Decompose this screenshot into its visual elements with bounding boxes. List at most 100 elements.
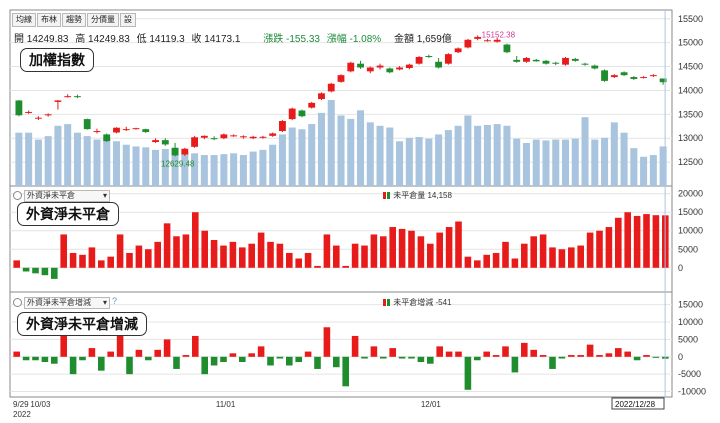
volume-bar (249, 151, 257, 186)
oi-bar (370, 234, 378, 268)
volume-bar (220, 154, 228, 186)
oi-bar (333, 245, 340, 268)
info-open: 開 14249.83 (14, 34, 69, 45)
gear-icon[interactable] (13, 298, 22, 307)
oi-bar (79, 356, 86, 361)
net-oi-indicator-select[interactable]: 外資淨未平倉 ▾ (24, 190, 110, 202)
oi-bar (596, 230, 603, 268)
volume-bar (44, 136, 52, 186)
volume-bar (552, 139, 560, 186)
oi-bar (51, 356, 58, 364)
candle-body (220, 134, 228, 139)
volume-bar (142, 147, 150, 186)
candle-body (74, 96, 81, 98)
oi-bar (248, 353, 255, 357)
x-year-label: 2022 (13, 410, 31, 419)
candle-body (132, 128, 140, 130)
oi-bar (239, 356, 246, 362)
candle-body (93, 131, 101, 133)
volume-bar (532, 139, 540, 186)
price-panel-title: 加權指數 (20, 48, 94, 72)
candle-body (366, 67, 374, 72)
volume-bar (474, 125, 482, 186)
oi-bar (107, 351, 114, 357)
candle-body (15, 100, 23, 116)
y-tick-label: 20000 (678, 189, 703, 199)
oi-bar (398, 356, 406, 359)
volume-bar (210, 155, 218, 186)
oi-bar (558, 356, 566, 359)
candle-body (171, 147, 179, 156)
candle-body (142, 129, 150, 133)
oi-bar (239, 247, 246, 268)
info-low: 低 14119.3 (136, 34, 185, 45)
oi-bar (427, 356, 434, 364)
candle-body (591, 65, 599, 69)
toolbar-tab-settings[interactable]: 設 (120, 13, 136, 27)
oi-bar (210, 240, 218, 268)
volume-bar (298, 129, 306, 186)
oi-change-indicator-select[interactable]: 外資淨未平倉增減 ▾ (24, 297, 110, 309)
candle-body (640, 77, 648, 79)
net-oi-select-label: 外資淨未平倉 (27, 191, 75, 200)
oi-bar (295, 258, 302, 268)
oi-bar (107, 256, 114, 268)
y-tick-label: 15000 (678, 38, 703, 48)
candle-body (279, 121, 286, 132)
oi-bar (248, 243, 255, 268)
y-tick-label: 12500 (678, 157, 703, 167)
oi-bar (229, 353, 237, 357)
help-icon[interactable]: ? (112, 296, 118, 306)
gear-icon[interactable] (13, 191, 22, 200)
volume-bar (464, 115, 472, 186)
volume-bar (73, 132, 81, 186)
net-oi-legend-text: 未平倉量 14,158 (393, 191, 452, 200)
candle-body (239, 136, 247, 138)
y-tick-label: 13000 (678, 133, 703, 143)
candle-body (357, 63, 364, 68)
oi-bar (323, 234, 331, 268)
oi-bar (116, 335, 124, 357)
volume-bar (542, 140, 550, 186)
net-oi-legend: 未平倉量 14,158 (383, 190, 452, 201)
volume-bar (15, 132, 23, 186)
volume-bar (317, 112, 325, 186)
y-tick-label: 15500 (678, 14, 703, 24)
oi-bar (417, 356, 425, 362)
oi-bar (455, 351, 462, 357)
volume-bar (503, 125, 511, 186)
volume-bar (513, 138, 521, 186)
volume-bar (640, 156, 648, 186)
toolbar-tab-price-volume[interactable]: 分價量 (87, 13, 119, 27)
oi-bar (41, 356, 49, 362)
oi-bar (41, 267, 49, 276)
candle-body (474, 36, 482, 39)
toolbar-tab-bollinger[interactable]: 布林 (37, 13, 61, 27)
oi-bar (577, 245, 584, 268)
oi-bar (558, 249, 566, 268)
volume-bar (103, 137, 111, 186)
y-tick-label: 14000 (678, 85, 703, 95)
volume-bar (415, 136, 423, 186)
oi-bar (257, 232, 265, 268)
oi-bar (163, 223, 171, 268)
candle-body (386, 68, 394, 73)
info-high: 高 14249.83 (75, 34, 130, 45)
oi-bar (60, 234, 67, 268)
oi-bar (154, 349, 161, 357)
candle-body (581, 63, 589, 65)
candle-body (347, 62, 355, 72)
oi-bar (361, 356, 368, 359)
candle-body (630, 77, 638, 79)
volume-bar (610, 122, 618, 186)
candle-body (513, 59, 521, 62)
oi-bar (69, 356, 77, 375)
toolbar-tab-trend[interactable]: 趨勢 (62, 13, 86, 27)
candle-body (552, 62, 560, 64)
toolbar-tab-ma[interactable]: 均線 (12, 13, 36, 27)
candle-body (454, 48, 462, 53)
oi-bar (530, 349, 537, 357)
candle-body (161, 140, 169, 145)
candle-body (34, 117, 42, 119)
